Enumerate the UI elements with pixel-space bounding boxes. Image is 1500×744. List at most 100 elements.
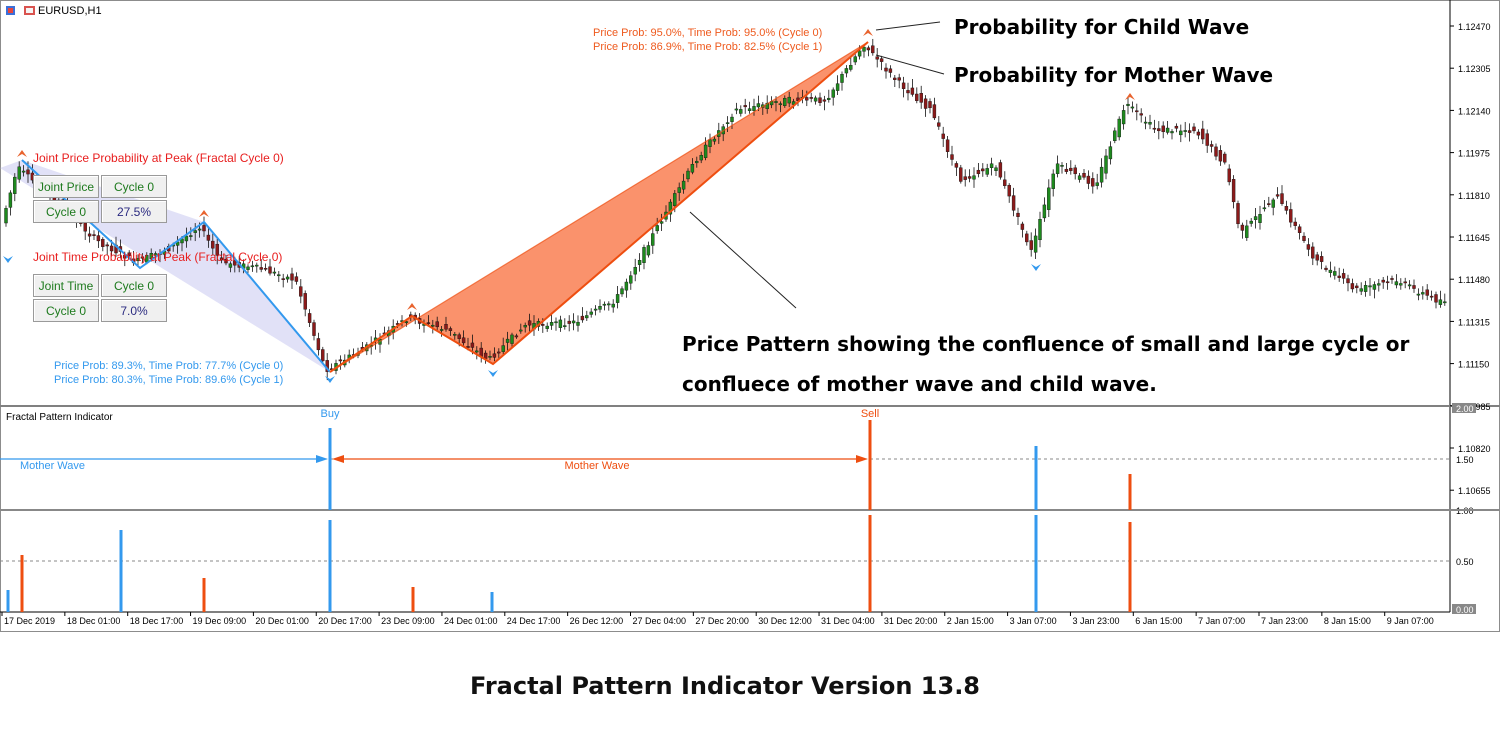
candle-body xyxy=(1104,155,1108,174)
candle-body xyxy=(1289,209,1293,223)
candle-body xyxy=(611,303,615,308)
candle-body xyxy=(321,349,325,362)
candle-body xyxy=(1355,285,1359,289)
candle-body xyxy=(1126,103,1130,106)
candle-body xyxy=(1412,285,1416,289)
candle-body xyxy=(923,98,928,109)
candle-body xyxy=(13,176,17,194)
candle-body xyxy=(1003,179,1007,186)
candle-body xyxy=(1390,278,1394,280)
candle-body xyxy=(1236,203,1240,225)
candle-body xyxy=(189,235,193,237)
candle-body xyxy=(17,166,21,180)
candle-body xyxy=(1060,165,1064,167)
buy-label: Buy xyxy=(321,408,340,420)
candle-body xyxy=(976,169,981,175)
pattern-note-line2: confluece of mother wave and child wave. xyxy=(682,372,1157,396)
candle-body xyxy=(1341,273,1346,279)
candle-body xyxy=(994,167,998,171)
time-tick-label: 27 Dec 04:00 xyxy=(633,616,687,626)
candle-body xyxy=(1082,172,1086,178)
candle-body xyxy=(246,266,250,270)
candle-body xyxy=(1218,150,1223,162)
candle-body xyxy=(281,278,285,280)
candle-body xyxy=(1130,106,1135,109)
candle-body xyxy=(1227,168,1231,183)
candle-body xyxy=(875,56,879,60)
indicator-axis-box xyxy=(1452,604,1476,614)
candle-body xyxy=(1443,301,1447,304)
candle-body xyxy=(510,334,514,344)
indicator-tick-label: 0.50 xyxy=(1456,557,1474,567)
candle-body xyxy=(699,155,703,161)
candle-body xyxy=(739,109,743,114)
candle-body xyxy=(655,225,659,232)
candle-body xyxy=(1311,246,1315,259)
trough-probability-cycle1: Price Prob: 80.3%, Time Prob: 89.6% (Cyc… xyxy=(54,374,283,386)
price-tick-label: 1.11645 xyxy=(1458,233,1490,243)
candle-body xyxy=(1223,153,1227,163)
candle-body xyxy=(809,97,813,99)
candle-body xyxy=(105,244,109,247)
joint-time-cycle-header: Cycle 0 xyxy=(101,274,167,297)
candle-body xyxy=(263,267,268,270)
trough-probability-cycle0: Price Prob: 89.3%, Time Prob: 77.7% (Cyc… xyxy=(54,360,283,372)
candle-body xyxy=(835,83,840,91)
candle-body xyxy=(1416,293,1421,296)
mother-callout-line xyxy=(875,54,945,75)
candle-body xyxy=(1421,292,1425,295)
candle-body xyxy=(629,275,633,284)
candle-body xyxy=(915,93,919,101)
candle-body xyxy=(1152,127,1157,130)
time-tick-label: 20 Dec 17:00 xyxy=(318,616,372,626)
candle-body xyxy=(615,294,620,303)
candle-body xyxy=(1359,288,1363,292)
joint-price-row-label: Cycle 0 xyxy=(33,200,99,223)
candle-body xyxy=(96,235,101,242)
candle-body xyxy=(1209,144,1214,147)
peak-arrow-icon xyxy=(17,29,1135,310)
candle-body xyxy=(853,56,857,63)
candle-body xyxy=(1333,271,1337,276)
candle-body xyxy=(937,122,941,127)
child-callout-line xyxy=(875,21,941,31)
chart-window[interactable]: EURUSD,H1 1.12470 1.12305 1.12140 1.11975 1.… xyxy=(0,0,1500,632)
price-tick-label: 1.11150 xyxy=(1458,360,1489,370)
candle-body xyxy=(919,93,923,103)
joint-time-value: 7.0% xyxy=(101,299,167,322)
candle-body xyxy=(893,77,897,80)
candle-body xyxy=(871,45,875,54)
candle-body xyxy=(901,82,906,89)
candle-body xyxy=(598,306,602,310)
candle-body xyxy=(1249,220,1253,224)
candle-body xyxy=(1438,299,1443,305)
candle-body xyxy=(1377,283,1381,286)
candle-body xyxy=(805,97,809,101)
candle-body xyxy=(998,162,1003,178)
candle-body xyxy=(580,315,585,321)
candle-body xyxy=(659,221,664,224)
indicator-bars xyxy=(6,420,1132,612)
candle-body xyxy=(1029,240,1033,250)
candle-body xyxy=(109,245,114,252)
price-tick-label: 1.11810 xyxy=(1458,191,1490,201)
time-tick-label: 19 Dec 09:00 xyxy=(193,616,247,626)
candle-body xyxy=(101,239,105,247)
time-tick-label: 7 Jan 23:00 xyxy=(1261,616,1308,626)
candle-body xyxy=(1108,146,1113,160)
candle-body xyxy=(554,321,558,324)
candle-body xyxy=(950,154,954,160)
trough-arrow-icon xyxy=(3,256,1041,383)
candle-body xyxy=(541,324,545,326)
candle-body xyxy=(1095,182,1099,186)
candle-body xyxy=(725,122,730,124)
candle-body xyxy=(897,77,901,81)
candle-body xyxy=(1192,126,1196,132)
candle-body xyxy=(906,90,910,94)
candle-body xyxy=(954,163,959,168)
candle-body xyxy=(1042,204,1047,219)
time-tick-label: 2 Jan 15:00 xyxy=(947,616,994,626)
orange-zigzag xyxy=(329,41,869,373)
candle-body xyxy=(1148,122,1152,125)
candle-body xyxy=(695,160,699,164)
